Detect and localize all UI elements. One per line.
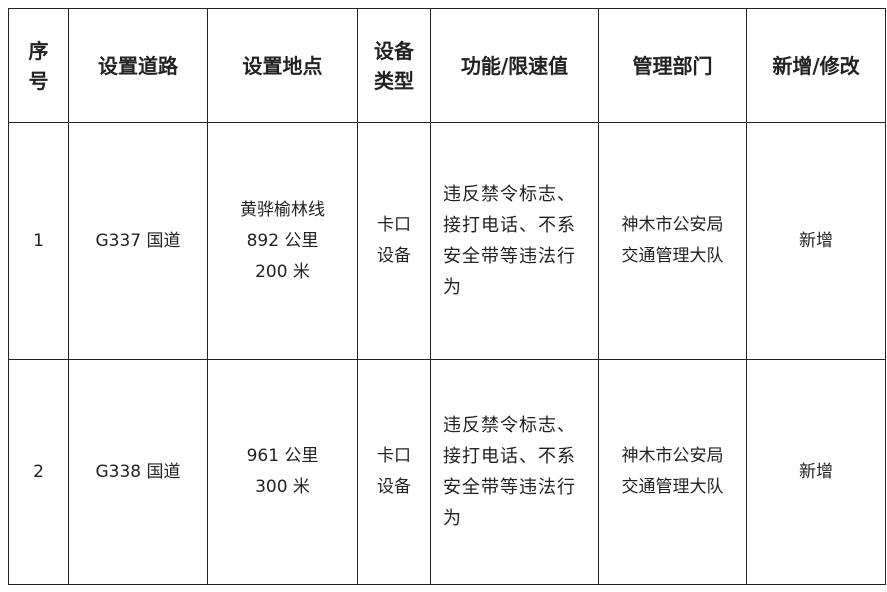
cell-no: 2 xyxy=(8,359,69,585)
cell-no: 1 xyxy=(8,122,69,360)
table-row: 2 G338 国道 961 公里 300 米 卡口 设备 违反禁令标志、接打电话、不… xyxy=(8,359,886,585)
cell-function: 违反禁令标志、接打电话、不系安全带等违法行为 xyxy=(430,122,599,360)
device-table: 序号 设置道路 设置地点 设备 类型 功能/限速值 管理部门 新增/修改 1 G3… xyxy=(8,8,886,585)
cell-road: G337 国道 xyxy=(68,122,208,360)
header-function: 功能/限速值 xyxy=(430,8,599,123)
cell-type: 卡口 设备 xyxy=(357,122,431,360)
cell-location: 961 公里 300 米 xyxy=(207,359,358,585)
cell-type: 卡口 设备 xyxy=(357,359,431,585)
header-road: 设置道路 xyxy=(68,8,208,123)
header-action: 新增/修改 xyxy=(746,8,886,123)
header-dept: 管理部门 xyxy=(598,8,747,123)
cell-function: 违反禁令标志、接打电话、不系安全带等违法行为 xyxy=(430,359,599,585)
cell-action: 新增 xyxy=(746,359,886,585)
header-location: 设置地点 xyxy=(207,8,358,123)
cell-dept: 神木市公安局 交通管理大队 xyxy=(598,359,747,585)
header-type: 设备 类型 xyxy=(357,8,431,123)
table-row: 1 G337 国道 黄骅榆林线 892 公里 200 米 卡口 设备 违反禁令标志、接… xyxy=(8,122,886,360)
header-row: 序号 设置道路 设置地点 设备 类型 功能/限速值 管理部门 新增/修改 xyxy=(8,8,886,123)
header-no: 序号 xyxy=(8,8,69,123)
cell-dept: 神木市公安局 交通管理大队 xyxy=(598,122,747,360)
cell-location: 黄骅榆林线 892 公里 200 米 xyxy=(207,122,358,360)
cell-road: G338 国道 xyxy=(68,359,208,585)
cell-action: 新增 xyxy=(746,122,886,360)
